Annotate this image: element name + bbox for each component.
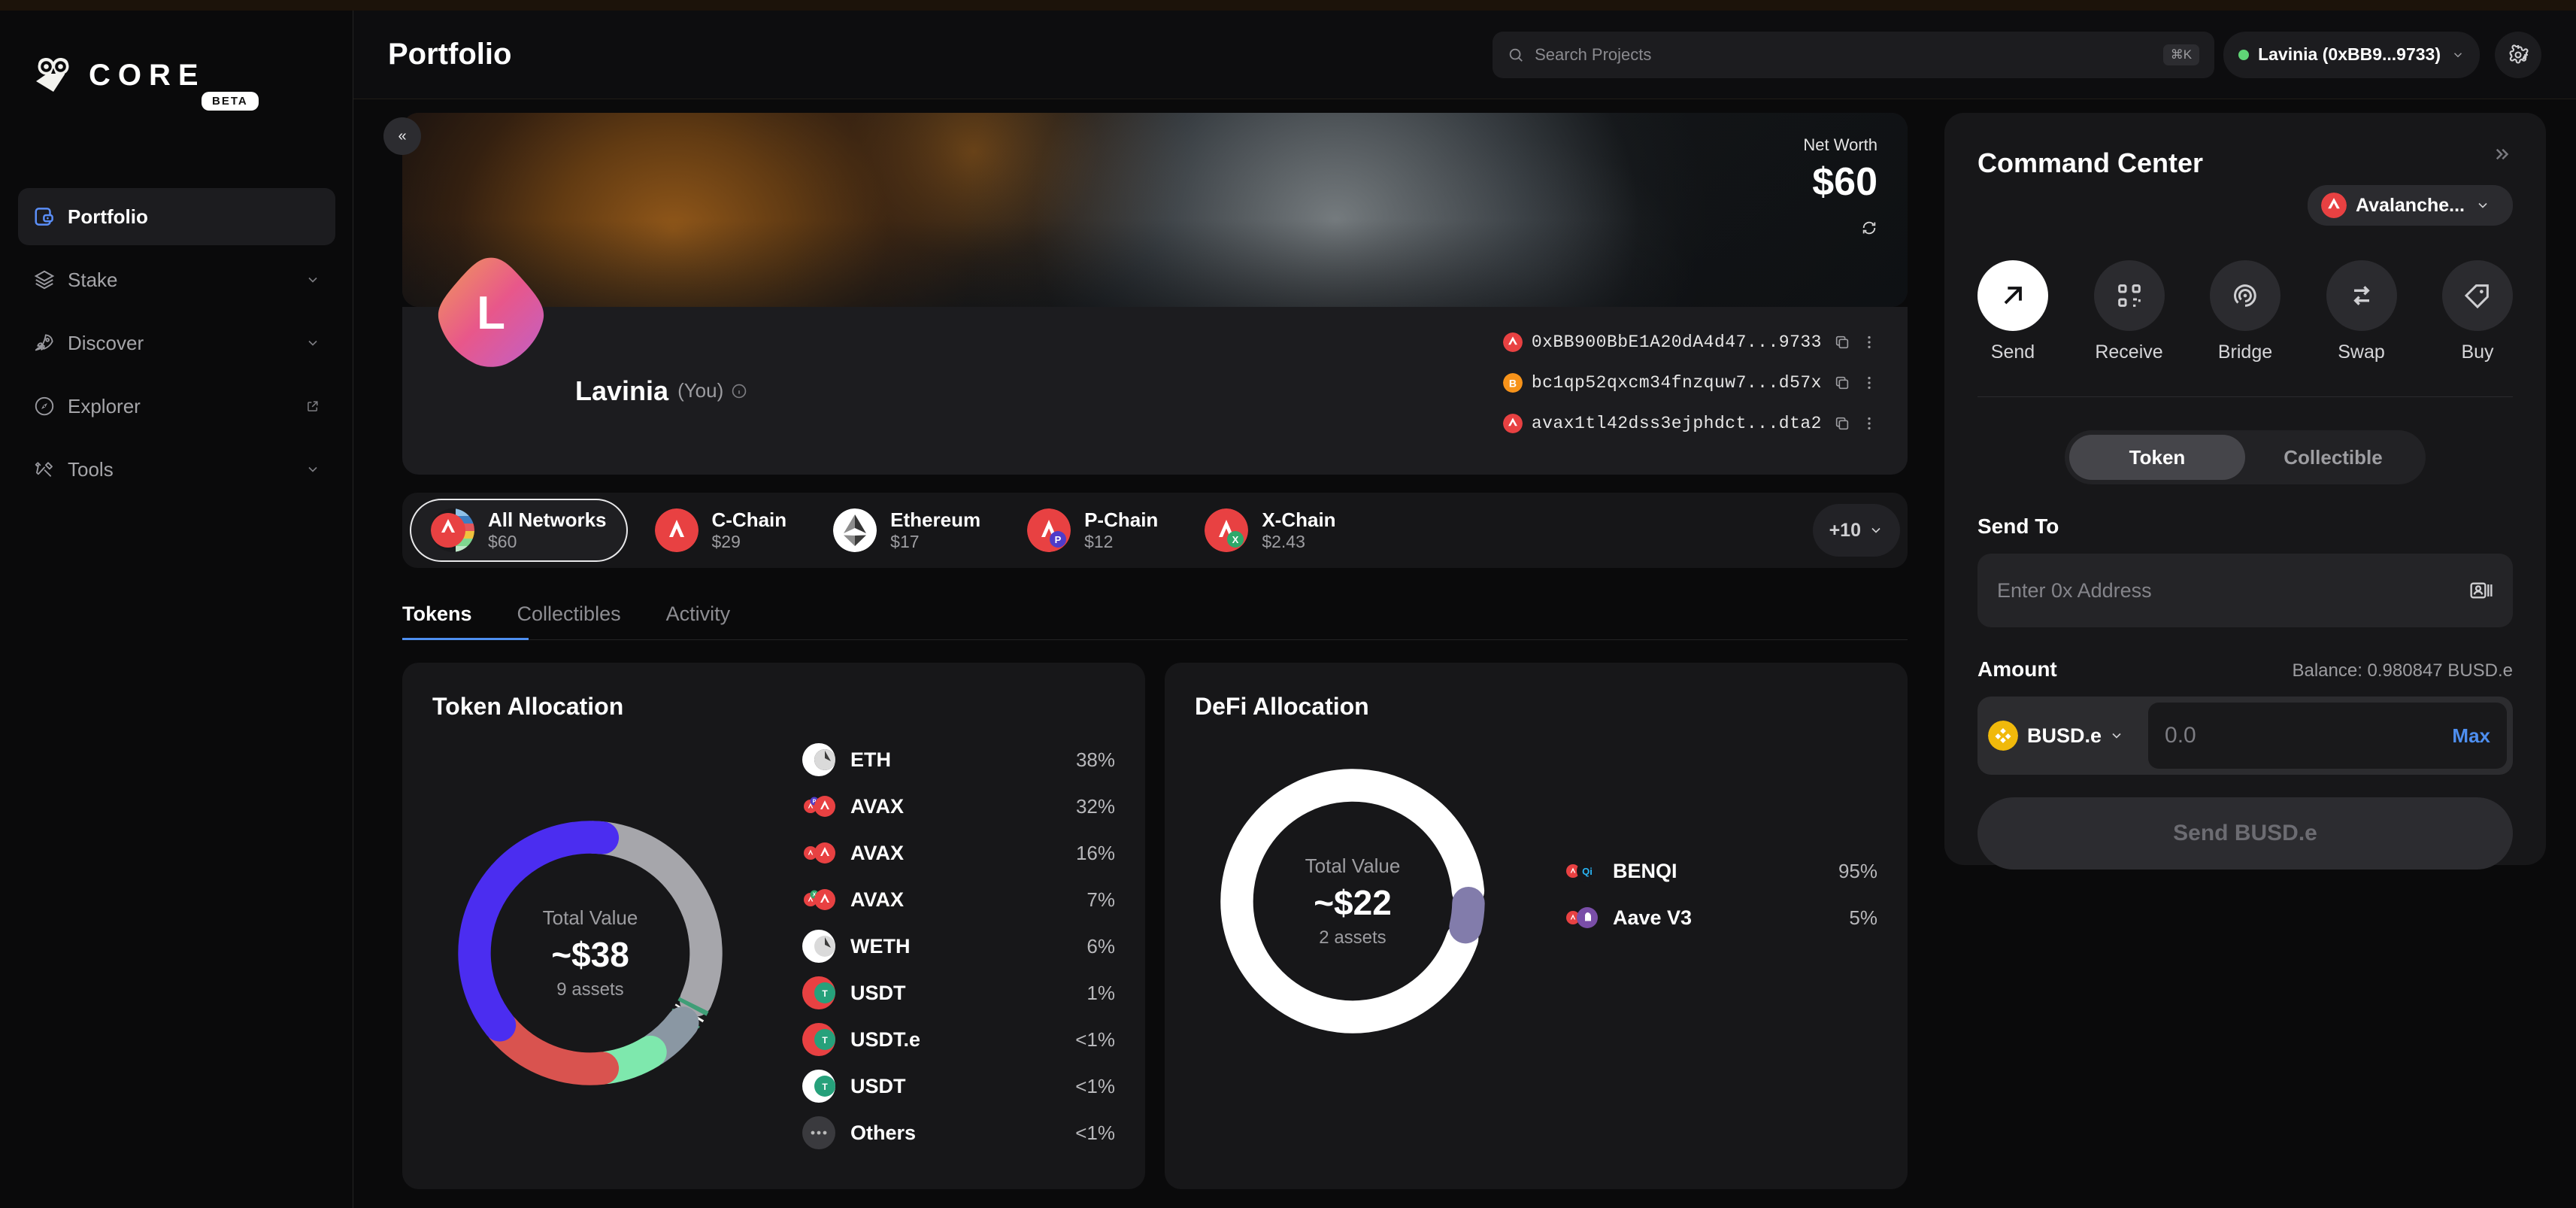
svg-text:B: B (1509, 377, 1517, 389)
svg-text:T: T (822, 1035, 828, 1046)
svg-text:T: T (822, 988, 828, 999)
svg-text:X: X (1232, 534, 1239, 545)
svg-text:Qi: Qi (1582, 866, 1593, 877)
svg-text:P: P (1055, 534, 1062, 545)
svg-text:T: T (822, 1082, 828, 1092)
